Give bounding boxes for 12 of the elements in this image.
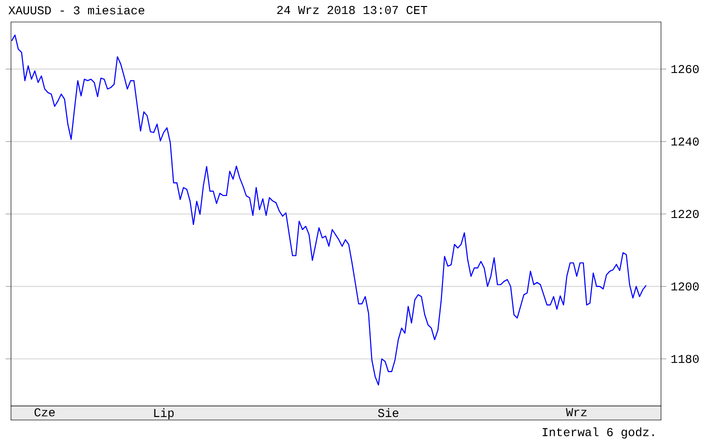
y-tick-label: 1220 bbox=[671, 210, 699, 218]
y-tick-label: 1180 bbox=[671, 354, 699, 363]
chart-title: XAUUSD - 3 miesiace bbox=[8, 6, 144, 14]
x-tick-label: Wrz bbox=[566, 408, 587, 416]
x-tick-label: Cze bbox=[34, 408, 55, 416]
x-tick-label: Sie bbox=[378, 408, 398, 418]
chart-subtitle: 24 Wrz 2018 13:07 CET bbox=[277, 6, 428, 14]
y-tick-label: 1260 bbox=[671, 65, 699, 74]
text: Interwal 6 godz. bbox=[542, 427, 654, 439]
x-tick-label: Lip bbox=[154, 408, 174, 420]
y-tick-label: 1200 bbox=[671, 282, 699, 291]
y-tick-label: 1240 bbox=[671, 137, 699, 146]
